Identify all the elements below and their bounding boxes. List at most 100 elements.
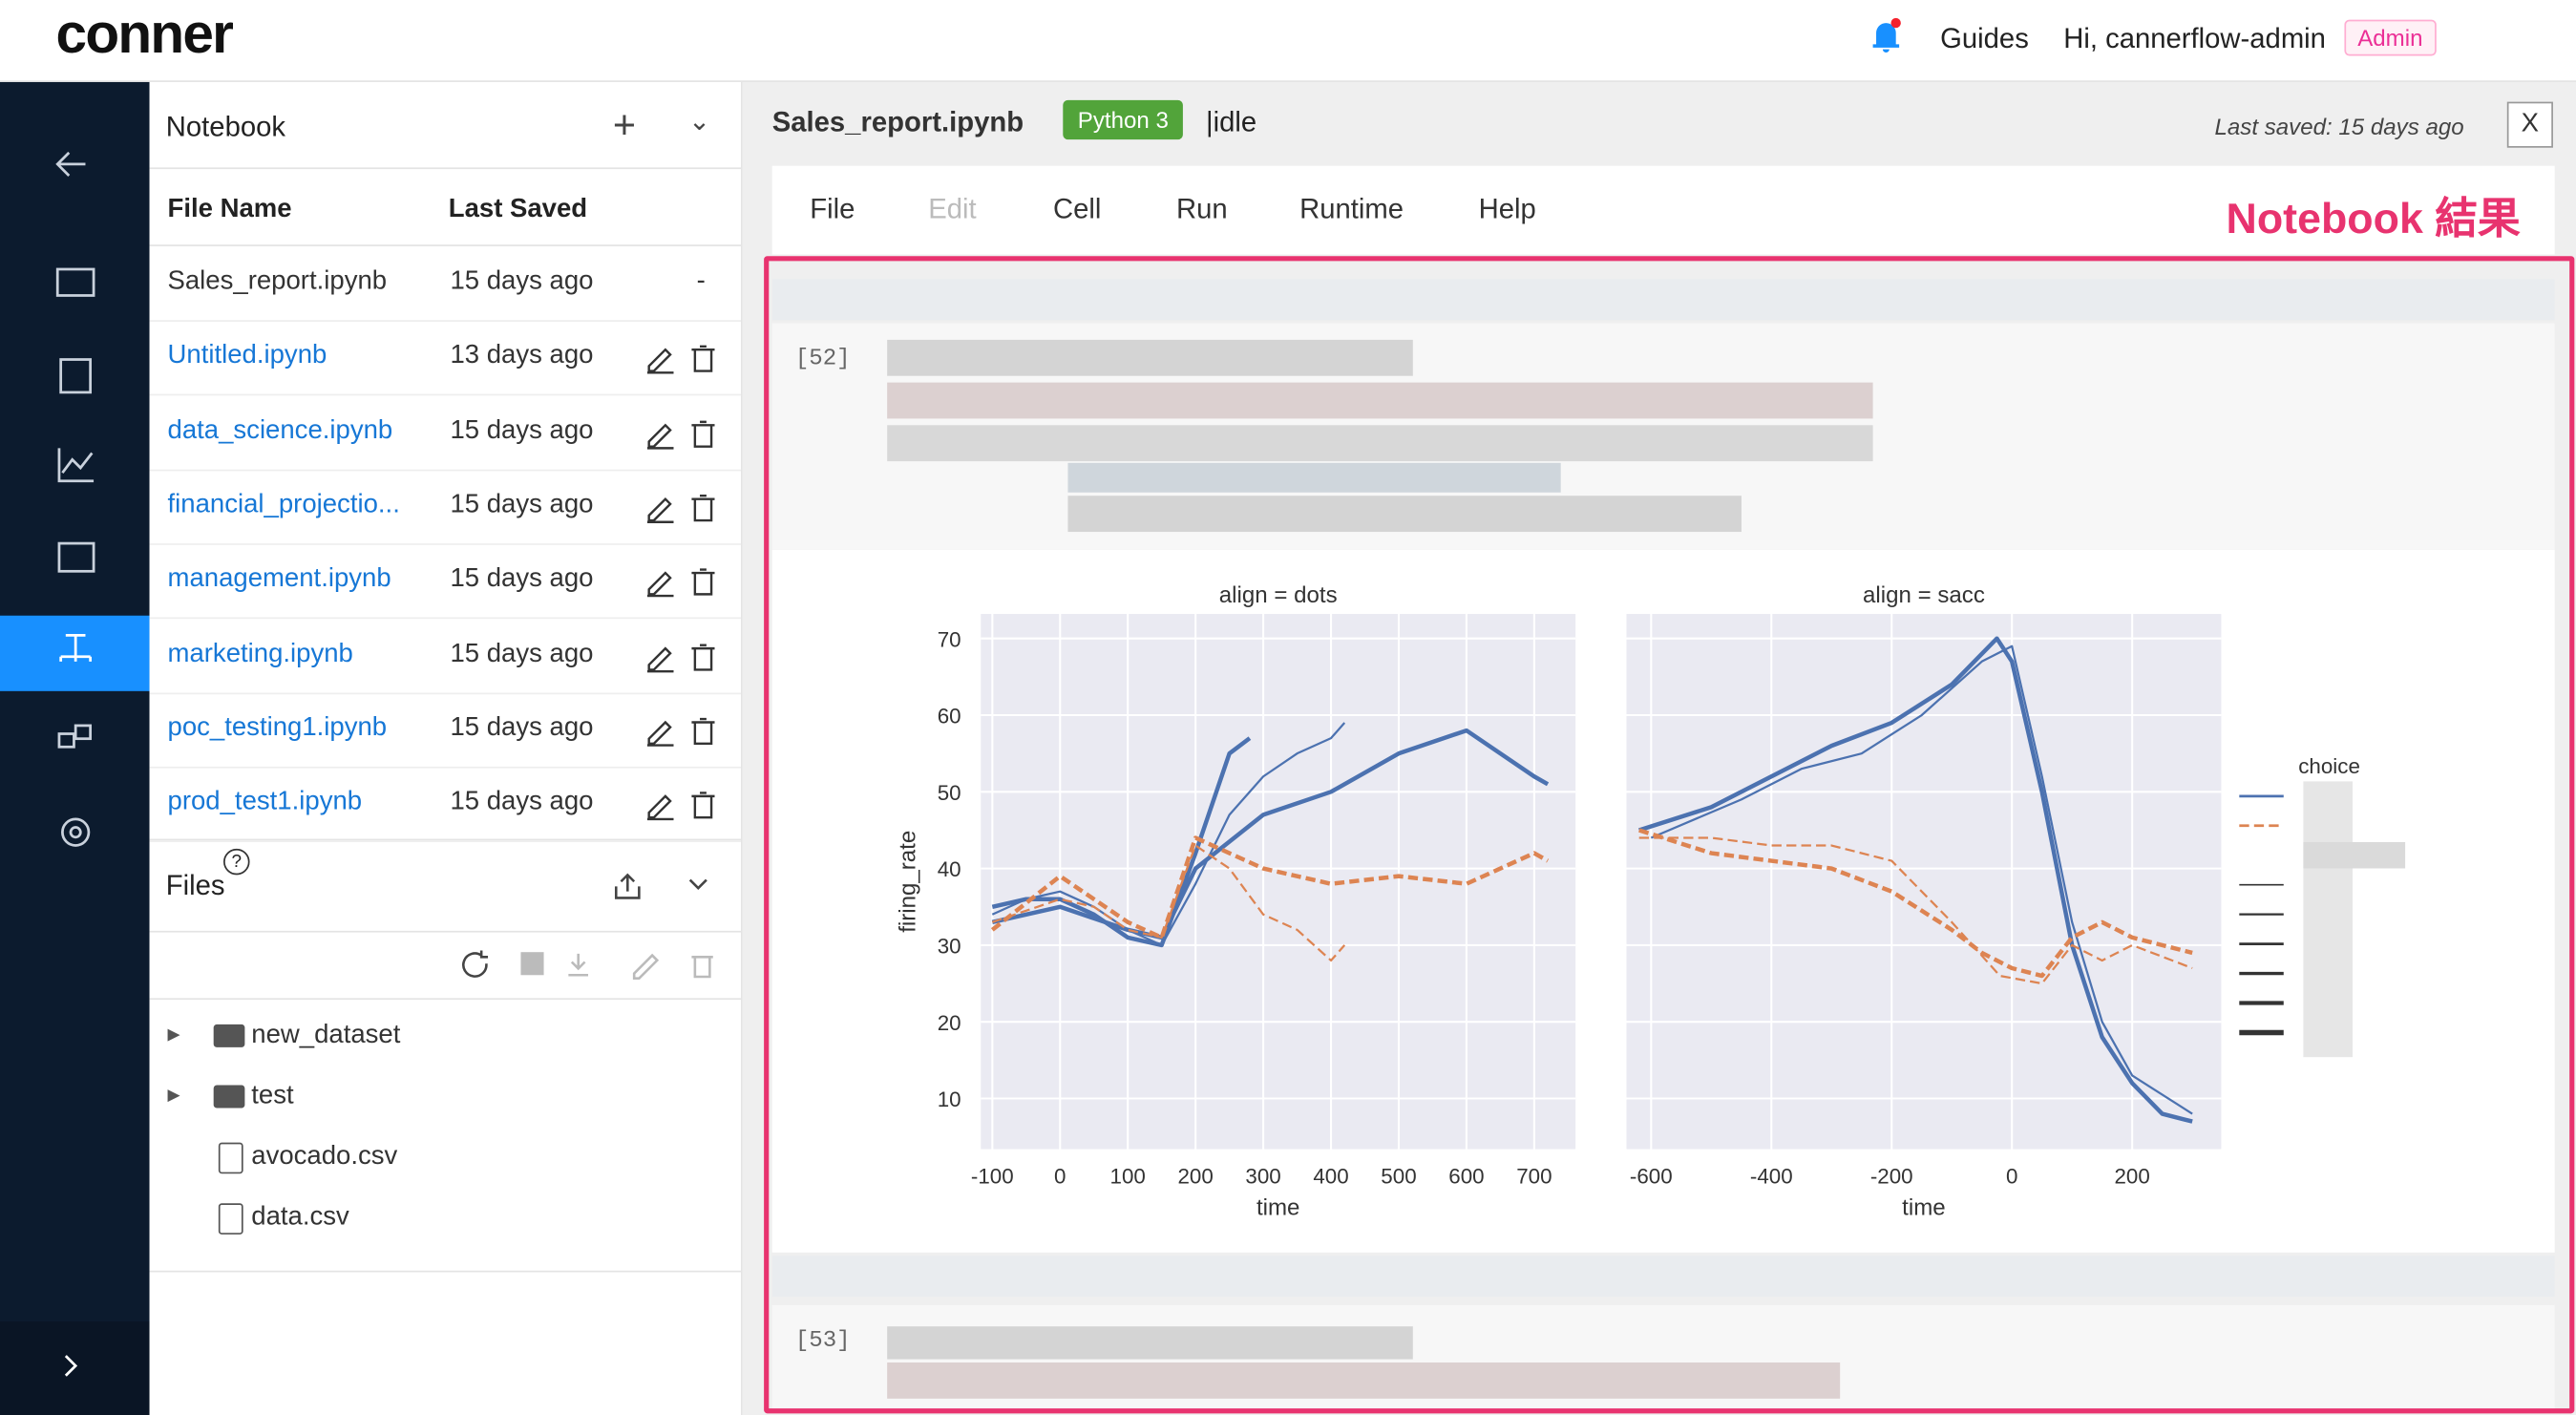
delete-icon[interactable] (691, 792, 715, 819)
edit-icon[interactable] (646, 496, 674, 523)
y-tick-label: 10 (938, 1088, 961, 1111)
edit-icon[interactable] (646, 720, 674, 747)
logo[interactable]: conner (55, 3, 234, 66)
menu-item[interactable]: File (810, 193, 855, 225)
close-button[interactable]: X (2506, 101, 2553, 148)
delete-icon[interactable] (691, 568, 715, 596)
notebook-panel (149, 81, 743, 1415)
csv-icon (218, 1203, 243, 1235)
row-icons (644, 788, 720, 829)
upload-icon[interactable] (614, 873, 641, 899)
divider (149, 838, 742, 841)
menu-item[interactable]: Help (1478, 193, 1536, 225)
edit-icon[interactable] (646, 422, 674, 449)
y-tick-label: 60 (938, 705, 961, 729)
x-tick-label: 300 (1245, 1165, 1280, 1189)
data-line (991, 844, 1346, 962)
row-icons (644, 491, 720, 532)
file-name[interactable]: avocado.csv (251, 1142, 398, 1171)
edit-icon[interactable] (646, 794, 674, 821)
guides-link[interactable]: Guides (1940, 23, 2029, 54)
folder-name[interactable]: test (251, 1082, 294, 1110)
add-button[interactable]: + (612, 103, 636, 148)
table-row[interactable] (149, 246, 742, 322)
chart-icon[interactable] (57, 448, 95, 483)
collapse-button[interactable]: ⌄ (687, 108, 711, 137)
download-icon[interactable] (568, 953, 589, 977)
file-name[interactable]: financial_projectio... (167, 490, 400, 519)
x-tick-label: 500 (1381, 1165, 1416, 1189)
file-name[interactable]: data.csv (251, 1203, 349, 1232)
file-name[interactable]: poc_testing1.ipynb (167, 713, 388, 742)
divider (149, 1270, 742, 1273)
collapse-icon[interactable] (688, 878, 707, 890)
terminal-icon[interactable] (57, 541, 95, 573)
files-actions (614, 873, 707, 899)
back-icon[interactable] (55, 151, 86, 177)
blurred-code (887, 1362, 1841, 1399)
table-row[interactable] (149, 395, 742, 471)
blocks-icon[interactable] (57, 732, 75, 749)
y-tick-label: 20 (938, 1011, 961, 1035)
x-tick-label: -600 (1630, 1165, 1673, 1189)
folder-icon (213, 1024, 245, 1047)
help-icon[interactable]: ? (223, 848, 250, 876)
refresh-icon[interactable] (462, 950, 489, 978)
row-icons (644, 416, 720, 457)
expand-icon[interactable] (64, 1355, 78, 1377)
divider (149, 167, 742, 170)
blurred-code (887, 425, 1873, 462)
highlight-box (764, 256, 2575, 1414)
book-icon[interactable] (55, 267, 95, 297)
settings-icon[interactable] (61, 817, 91, 847)
delete-icon[interactable] (691, 346, 715, 373)
delete-icon[interactable] (691, 494, 715, 522)
last-saved: 15 days ago (450, 713, 594, 742)
menu-item[interactable]: Edit (928, 193, 977, 225)
cell-prompt: [52] (794, 346, 851, 373)
table-row[interactable] (149, 618, 742, 694)
delete-icon[interactable] (691, 717, 715, 745)
delete-icon[interactable] (691, 643, 715, 670)
menu-item[interactable]: Runtime (1299, 193, 1404, 225)
x-tick-label: -100 (971, 1165, 1014, 1189)
x-tick-label: 100 (1110, 1165, 1146, 1189)
edit-icon[interactable] (646, 571, 674, 598)
flow-icon[interactable] (59, 633, 93, 662)
stop-icon[interactable] (520, 952, 544, 976)
folder-name[interactable]: new_dataset (251, 1021, 401, 1049)
file-name[interactable]: prod_test1.ipynb (167, 788, 363, 816)
table-row[interactable] (149, 767, 742, 843)
folder-icon (213, 1085, 245, 1109)
csv-icon (218, 1142, 243, 1174)
delete-icon[interactable] (691, 956, 713, 979)
kernel-badge: Python 3 (1063, 99, 1184, 140)
blurred-code (887, 339, 1413, 376)
table-row[interactable] (149, 692, 742, 769)
file-name[interactable]: Untitled.ipynb (167, 342, 327, 370)
file-name[interactable]: marketing.ipynb (167, 639, 353, 667)
annotation: Notebook 結果 (2226, 193, 2521, 243)
y-tick-label: 40 (938, 857, 961, 881)
list-icon[interactable] (59, 358, 93, 394)
file-name[interactable]: management.ipynb (167, 564, 391, 593)
edit-icon[interactable] (632, 953, 660, 980)
expand-arrow[interactable]: ▶ (167, 1025, 180, 1045)
table-row[interactable] (149, 470, 742, 545)
edit-icon[interactable] (646, 348, 674, 374)
menu-item[interactable]: Cell (1052, 193, 1102, 225)
edit-icon[interactable] (646, 645, 674, 672)
last-saved: Last saved: 15 days ago (2214, 113, 2464, 140)
file-name[interactable]: data_science.ipynb (167, 416, 393, 445)
blurred-code (1067, 462, 1561, 493)
table-row[interactable] (149, 321, 742, 396)
greeting: Hi, cannerflow-admin (2063, 23, 2326, 54)
bell-icon[interactable] (1869, 16, 1902, 55)
table-row[interactable] (149, 543, 742, 620)
last-saved: 15 days ago (450, 267, 594, 296)
expand-arrow[interactable]: ▶ (167, 1087, 180, 1106)
legend-title: choice (2298, 754, 2360, 778)
menu-item[interactable]: Run (1176, 193, 1228, 225)
delete-icon[interactable] (691, 419, 715, 448)
